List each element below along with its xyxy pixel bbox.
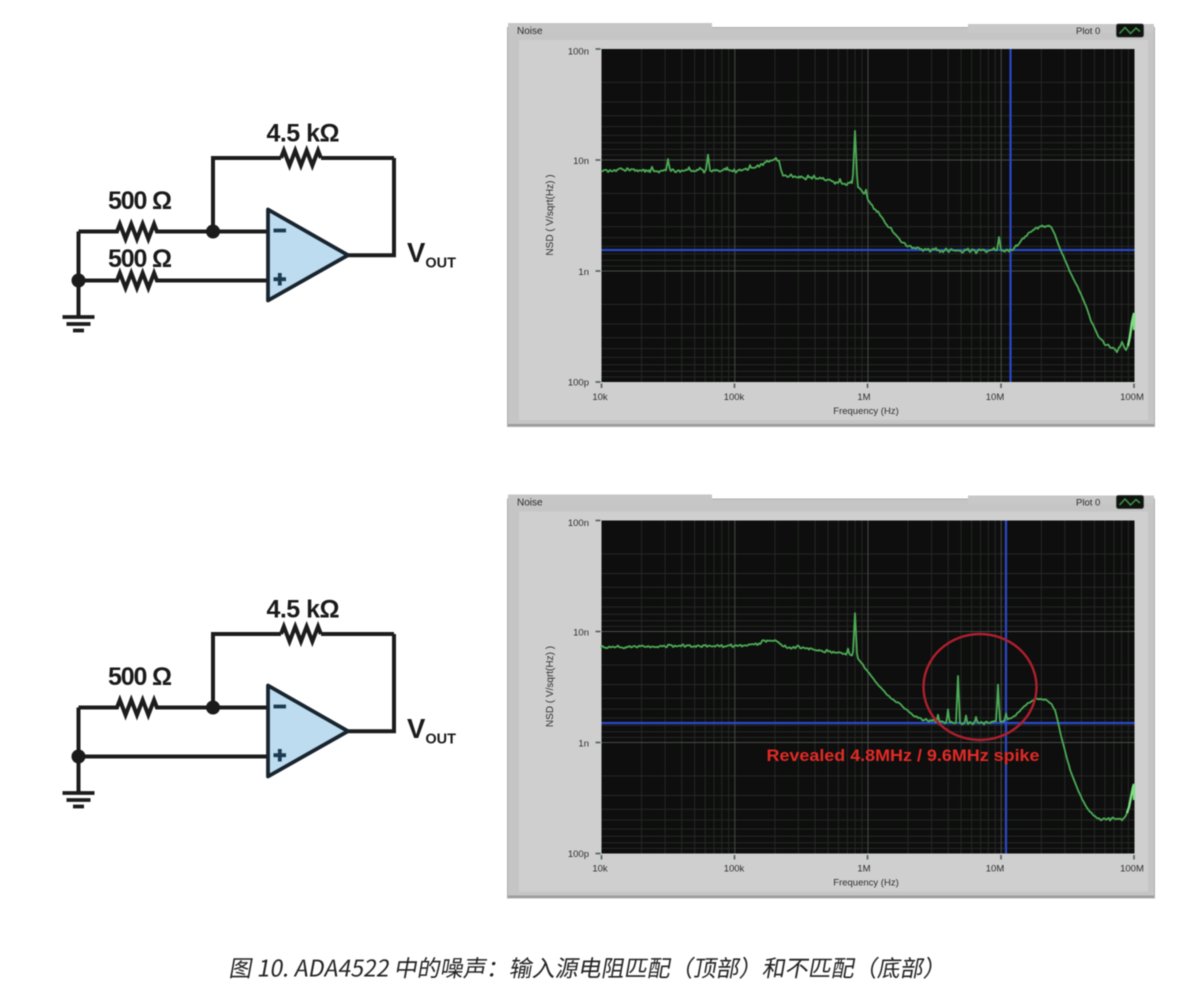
svg-text:1n: 1n [578,267,589,278]
svg-text:1n: 1n [578,739,589,750]
svg-text:1M: 1M [857,864,870,875]
svg-text:10k: 10k [592,864,608,875]
svg-text:100n: 100n [568,518,589,529]
svg-text:10M: 10M [986,864,1005,875]
svg-text:Revealed 4.8MHz / 9.6MHz spike: Revealed 4.8MHz / 9.6MHz spike [767,747,1040,765]
svg-text:NSD ( V/sqrt(Hz) ): NSD ( V/sqrt(Hz) ) [545,646,556,727]
svg-text:4.5 kΩ: 4.5 kΩ [267,120,340,148]
svg-text:100k: 100k [724,864,745,875]
svg-text:NSD ( V/sqrt(Hz) ): NSD ( V/sqrt(Hz) ) [545,174,556,255]
svg-text:Frequency (Hz): Frequency (Hz) [833,406,898,417]
svg-text:500 Ω: 500 Ω [108,245,172,273]
svg-text:100k: 100k [724,392,745,403]
svg-text:Noise: Noise [517,26,543,37]
svg-text:Plot 0: Plot 0 [1076,26,1100,37]
svg-text:10n: 10n [573,156,589,167]
svg-text:Noise: Noise [517,498,543,509]
svg-text:500 Ω: 500 Ω [108,663,172,691]
svg-text:500 Ω: 500 Ω [108,187,172,215]
svg-text:100n: 100n [568,47,589,58]
svg-text:10k: 10k [592,392,608,403]
svg-text:100M: 100M [1120,392,1144,403]
svg-text:4.5 kΩ: 4.5 kΩ [267,596,340,624]
svg-text:Plot 0: Plot 0 [1076,498,1100,509]
svg-text:100p: 100p [568,378,589,389]
svg-text:10n: 10n [573,628,589,639]
svg-text:100p: 100p [568,849,589,860]
svg-text:10M: 10M [986,392,1005,403]
svg-text:VOUT: VOUT [407,713,456,748]
svg-text:Frequency (Hz): Frequency (Hz) [833,878,898,889]
svg-text:VOUT: VOUT [407,237,456,272]
svg-text:1M: 1M [857,392,870,403]
svg-text:100M: 100M [1120,864,1144,875]
